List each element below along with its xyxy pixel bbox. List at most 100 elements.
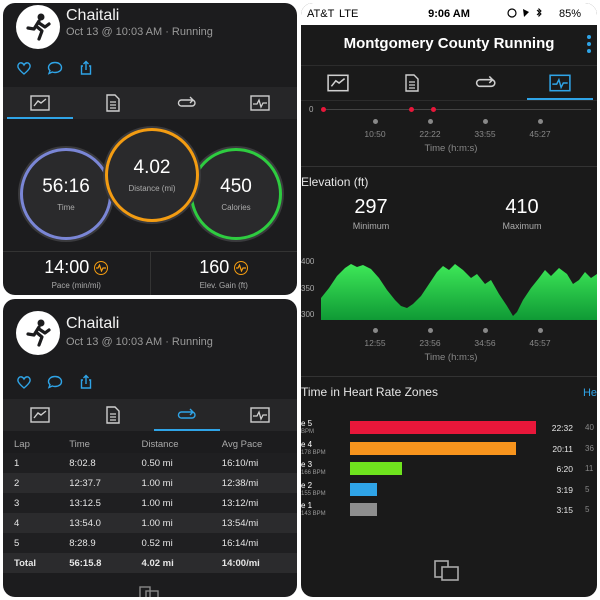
lap-time: 13:12.5 xyxy=(58,493,131,513)
elev-y-tick: 350 xyxy=(301,284,315,293)
section-divider xyxy=(301,376,597,377)
col-time: Time xyxy=(58,435,131,453)
top-chart-xlabel: Time (h:m:s) xyxy=(424,143,478,154)
hr-zones-title: Time in Heart Rate Zones xyxy=(301,385,438,399)
x-tick-label: 33:55 xyxy=(474,129,496,139)
laps-loop-icon xyxy=(177,408,196,419)
lap-pace: 16:14/mi xyxy=(210,533,297,553)
hr-zone-percent: 40 xyxy=(585,423,594,432)
hr-zone-name: e 5 xyxy=(301,419,313,428)
hr-spike-dot xyxy=(321,107,326,112)
hr-zone-time: 3:15 xyxy=(556,505,573,515)
comment-icon[interactable] xyxy=(46,373,64,391)
like-heart-icon[interactable] xyxy=(15,59,33,77)
battery-percent: 85% xyxy=(559,8,582,20)
pace-wave-icon[interactable] xyxy=(94,260,109,275)
hr-zone-bpm: 178 BPM xyxy=(301,449,326,456)
laps-total-row: Total 56:15.8 4.02 mi 14:00/mi xyxy=(3,553,297,573)
lap-time: 13:54.0 xyxy=(58,513,131,533)
network-label: LTE xyxy=(339,8,359,20)
total-pace: 14:00/mi xyxy=(210,553,297,573)
document-icon xyxy=(106,406,120,424)
laps-loop-icon xyxy=(177,96,196,107)
nav-bar: Montgomery County Running xyxy=(301,25,597,65)
x-tick-label: 34:56 xyxy=(474,338,496,348)
tab-overview[interactable] xyxy=(3,399,77,431)
x-tick-label: 10:50 xyxy=(364,129,386,139)
hr-spike-dot xyxy=(409,107,414,112)
runner-avatar[interactable] xyxy=(16,311,60,355)
pace-elevation-row: 14:00 Pace (min/mi) 160 Elev. Gain (ft) xyxy=(3,251,297,295)
total-distance: 4.02 mi xyxy=(130,553,211,573)
lap-distance: 1.00 mi xyxy=(130,493,211,513)
table-row[interactable]: 4 13:54.0 1.00 mi 13:54/mi xyxy=(3,513,297,533)
heart-rate-monitor-icon xyxy=(250,95,270,111)
runner-icon xyxy=(26,13,51,41)
calories-ring: 450 Calories xyxy=(190,148,282,240)
runner-avatar[interactable] xyxy=(16,5,60,49)
tab-laps[interactable] xyxy=(449,66,523,100)
hr-zone-bar[interactable] xyxy=(350,462,402,475)
hr-zone-name: e 4 xyxy=(301,439,313,449)
lap-distance: 1.00 mi xyxy=(130,473,211,493)
hr-zone-bar[interactable] xyxy=(350,482,377,496)
copy-icon[interactable] xyxy=(433,559,461,588)
tab-overview[interactable] xyxy=(3,87,77,119)
tab-overview[interactable] xyxy=(301,66,375,100)
activity-tabs xyxy=(3,87,297,119)
help-link[interactable]: He xyxy=(582,387,597,399)
tab-details[interactable] xyxy=(77,87,151,119)
tab-laps[interactable] xyxy=(150,87,224,119)
hr-zone-bpm: 143 BPM xyxy=(301,511,326,517)
elevation-area xyxy=(321,264,597,320)
hr-spike-dot xyxy=(431,107,436,112)
lap-number: 5 xyxy=(3,533,59,553)
distance-label: Distance (mi) xyxy=(128,184,176,193)
lap-time: 12:37.7 xyxy=(58,473,131,493)
elev-wave-icon[interactable] xyxy=(234,260,249,275)
lap-pace: 12:38/mi xyxy=(210,473,297,493)
x-tick-dot xyxy=(428,328,433,333)
carrier-label: AT&T xyxy=(307,8,335,20)
elev-gain-label: Elev. Gain (ft) xyxy=(199,281,248,290)
lap-number: 1 xyxy=(3,453,59,473)
lap-number: 4 xyxy=(3,513,59,533)
hr-zone-bar[interactable] xyxy=(350,503,377,516)
more-menu-icon[interactable] xyxy=(587,35,591,56)
activity-meta: Oct 13 @ 10:03 AM · Running xyxy=(66,336,213,348)
status-bar: AT&T LTE 9:06 AM 85% xyxy=(301,3,597,25)
table-row[interactable]: 5 8:28.9 0.52 mi 16:14/mi xyxy=(3,533,297,553)
table-row[interactable]: 2 12:37.7 1.00 mi 12:38/mi xyxy=(3,473,297,493)
activity-header: Chaitali Oct 13 @ 10:03 AM · Running xyxy=(3,311,297,363)
hr-zone-bar[interactable] xyxy=(350,441,516,455)
time-value: 56:16 xyxy=(42,176,90,197)
laps-header-row: Lap Time Distance Avg Pace xyxy=(3,435,297,453)
share-icon[interactable] xyxy=(77,373,95,391)
tab-details[interactable] xyxy=(77,399,151,431)
heart-rate-monitor-icon xyxy=(549,74,571,92)
like-heart-icon[interactable] xyxy=(15,373,33,391)
activity-tabs xyxy=(3,399,297,431)
chart-icon xyxy=(327,74,349,92)
status-icons xyxy=(507,7,551,21)
elevation-title: Elevation (ft) xyxy=(301,175,369,189)
tab-details[interactable] xyxy=(375,66,449,100)
tab-heart-rate[interactable] xyxy=(224,399,298,431)
tab-heart-rate[interactable] xyxy=(224,87,298,119)
x-tick-label: 45:27 xyxy=(529,129,551,139)
total-time: 56:15.8 xyxy=(58,553,131,573)
distance-ring: 4.02 Distance (mi) xyxy=(105,128,199,222)
x-tick-dot xyxy=(483,119,488,124)
x-tick-dot xyxy=(538,119,543,124)
table-row[interactable]: 3 13:12.5 1.00 mi 13:12/mi xyxy=(3,493,297,513)
x-tick-dot xyxy=(373,119,378,124)
comment-icon[interactable] xyxy=(46,59,64,77)
table-row[interactable]: 1 8:02.8 0.50 mi 16:10/mi xyxy=(3,453,297,473)
tab-heart-rate[interactable] xyxy=(523,66,597,100)
copy-icon[interactable] xyxy=(138,585,160,597)
hr-zone-bar[interactable] xyxy=(350,421,536,434)
x-tick-dot xyxy=(483,328,488,333)
tab-laps[interactable] xyxy=(150,399,224,431)
elevation-area-chart[interactable] xyxy=(321,258,597,320)
share-icon[interactable] xyxy=(77,59,95,77)
